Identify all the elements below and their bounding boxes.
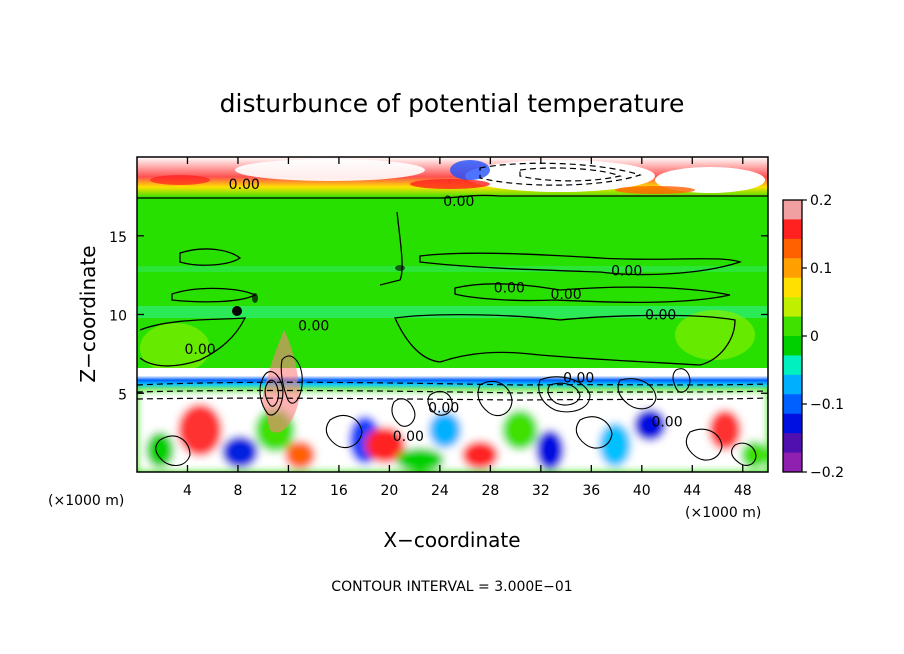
colorbar-segment — [783, 452, 802, 473]
y-tick-label: 15 — [109, 230, 127, 246]
contour-label: 0.00 — [393, 429, 424, 445]
x-tick-label: 24 — [431, 483, 449, 499]
colorbar-segment — [783, 394, 802, 415]
chart-title: disturbunce of potential temperature — [220, 89, 685, 118]
colorbar-segment — [783, 316, 802, 337]
colorbar-segment — [783, 374, 802, 395]
colorbar-tick-label: 0 — [810, 329, 819, 345]
colorbar-segment — [783, 258, 802, 279]
colorbar-segment — [783, 219, 802, 240]
y-tick-label: 5 — [118, 387, 127, 403]
y-axis-label: Z−coordinate — [76, 245, 100, 382]
colorbar-tick-label: −0.1 — [810, 397, 844, 413]
x-axis-ticks: 4 8 12 16 20 24 28 32 36 40 44 48 — [183, 157, 752, 499]
y-tick-label: 10 — [109, 309, 127, 325]
contour-label: 0.00 — [443, 194, 474, 210]
x-axis-label: X−coordinate — [383, 528, 520, 552]
contour-labels: 0.000.000.000.00 0.000.000.000.000.000.00… — [185, 177, 683, 445]
colorbar-segment — [783, 200, 802, 220]
contour-interval-note: CONTOUR INTERVAL = 3.000E−01 — [331, 579, 572, 595]
contour-label: 0.00 — [611, 263, 642, 279]
x-tick-label: 44 — [683, 483, 701, 499]
colorbar-tick-label: 0.1 — [810, 261, 832, 277]
colorbar-segment — [783, 238, 802, 259]
plot-field — [137, 157, 768, 472]
colorbar-segment — [783, 297, 802, 318]
x-tick-label: 16 — [330, 483, 348, 499]
x-tick-label: 28 — [481, 483, 499, 499]
x-tick-label: 40 — [633, 483, 651, 499]
colorbar-segment — [783, 413, 802, 434]
colorbar — [782, 199, 803, 473]
colorbar-segment — [783, 336, 802, 356]
contour-label: 0.00 — [494, 281, 525, 297]
x-axis-unit-right: (×1000 m) — [685, 505, 761, 521]
contour-label: 0.00 — [428, 400, 459, 416]
contour-label: 0.00 — [229, 177, 260, 193]
contour-label: 0.00 — [550, 287, 581, 303]
contour-label: 0.00 — [645, 308, 676, 324]
contour-label: 0.00 — [651, 415, 682, 431]
colorbar-tick-label: −0.2 — [810, 465, 844, 481]
colorbar-segment — [783, 433, 802, 454]
contour-label: 0.00 — [563, 371, 594, 387]
x-tick-label: 20 — [380, 483, 398, 499]
colorbar-segment — [783, 277, 802, 298]
x-tick-label: 8 — [233, 483, 242, 499]
colorbar-ticks: 0.2 0.1 0 −0.1 −0.2 — [802, 193, 844, 481]
contour-label: 0.00 — [185, 342, 216, 358]
x-tick-label: 48 — [734, 483, 752, 499]
x-tick-label: 12 — [280, 483, 298, 499]
x-tick-label: 32 — [532, 483, 550, 499]
contour-label: 0.00 — [298, 319, 329, 335]
x-axis-unit-left: (×1000 m) — [48, 493, 124, 509]
colorbar-segment — [783, 355, 802, 376]
colorbar-tick-label: 0.2 — [810, 193, 832, 209]
y-axis-ticks: 5 10 15 — [109, 230, 768, 403]
x-tick-label: 4 — [183, 483, 192, 499]
x-tick-label: 36 — [582, 483, 600, 499]
